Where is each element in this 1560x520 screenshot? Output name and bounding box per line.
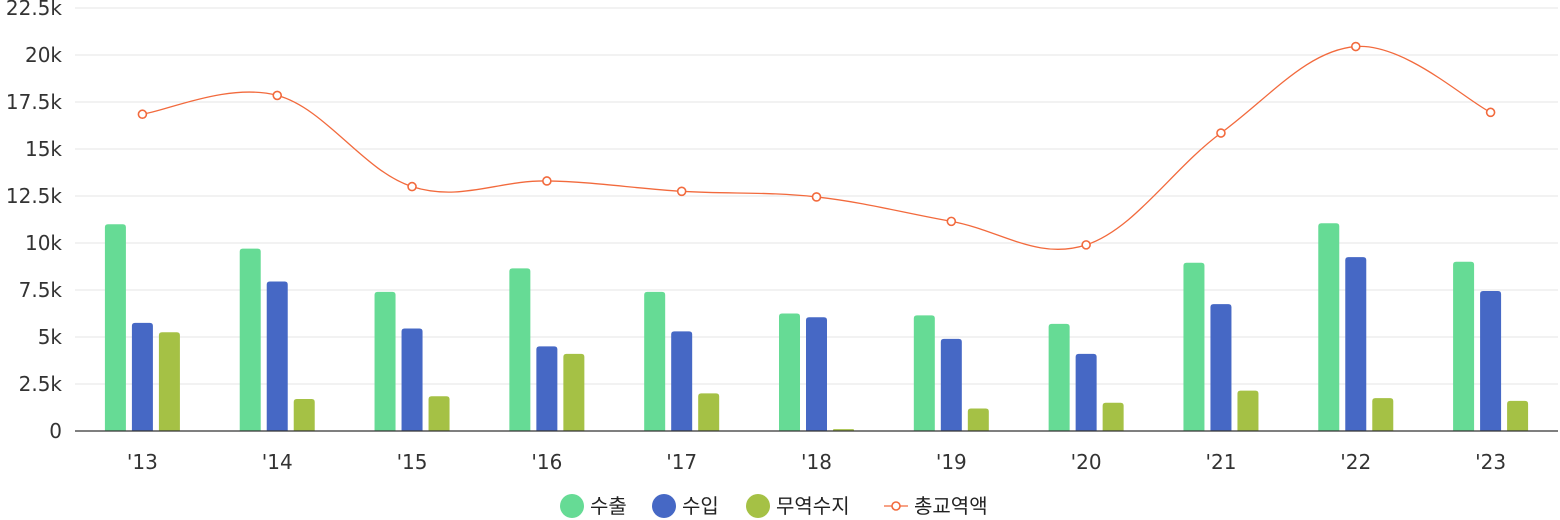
y-tick-label: 2.5k bbox=[19, 372, 63, 396]
bar-3-9 bbox=[1237, 390, 1259, 431]
x-tick-label: '19 bbox=[936, 450, 967, 474]
bar-3-7 bbox=[967, 408, 989, 431]
x-tick-label: '16 bbox=[531, 450, 562, 474]
line-point-1 bbox=[137, 109, 148, 120]
y-tick-label: 7.5k bbox=[19, 278, 63, 302]
y-tick-label: 12.5k bbox=[6, 184, 63, 208]
bar-3-3 bbox=[428, 396, 450, 431]
bar-1-11 bbox=[1453, 261, 1475, 431]
bar-1-8 bbox=[1048, 323, 1070, 431]
legend-item-3[interactable]: 무역수지 bbox=[746, 494, 850, 518]
line-series bbox=[137, 41, 1496, 250]
legend-label: 수출 bbox=[590, 494, 627, 518]
y-tick-label: 20k bbox=[25, 43, 62, 67]
line-point-2 bbox=[272, 90, 283, 101]
legend-swatch bbox=[560, 494, 584, 518]
legend[interactable]: 수출 수입 무역수지 총교역액 bbox=[560, 494, 988, 518]
bar-1-6 bbox=[779, 313, 800, 431]
x-tick-label: '18 bbox=[801, 450, 832, 474]
legend-item-1[interactable]: 수출 bbox=[560, 494, 627, 518]
y-tick-label: 17.5k bbox=[6, 90, 63, 114]
line-point-3 bbox=[407, 181, 417, 192]
bar-2-3 bbox=[401, 328, 423, 431]
legend-label: 수입 bbox=[682, 494, 719, 518]
line-point-10 bbox=[1350, 41, 1361, 52]
x-tick-label: '15 bbox=[397, 450, 428, 474]
bar-1-10 bbox=[1318, 223, 1340, 431]
bar-1-2 bbox=[239, 248, 261, 431]
x-tick-label: '21 bbox=[1205, 450, 1236, 474]
line-point-4 bbox=[542, 176, 552, 186]
y-axis-tick-labels: 0 2.5k 5k 7.5k 10k 12.5k 15k 17.5k 20k 22.5k bbox=[6, 0, 63, 443]
line-point-9 bbox=[1216, 128, 1226, 138]
bar-3-4 bbox=[563, 353, 585, 431]
bar-2-6 bbox=[806, 317, 827, 431]
x-tick-label: '20 bbox=[1071, 450, 1102, 474]
x-tick-label: '14 bbox=[262, 450, 293, 474]
y-tick-label: 15k bbox=[25, 137, 62, 161]
bar-2-1 bbox=[131, 322, 153, 431]
bar-3-10 bbox=[1372, 398, 1394, 431]
legend-item-2[interactable]: 수입 bbox=[652, 494, 719, 518]
bar-2-8 bbox=[1075, 353, 1097, 431]
bar-1-4 bbox=[509, 268, 531, 431]
bar-3-1 bbox=[158, 332, 180, 431]
x-tick-label: '13 bbox=[127, 450, 158, 474]
y-tick-label: 22.5k bbox=[6, 0, 63, 20]
x-tick-label: '22 bbox=[1340, 450, 1371, 474]
line-point-7 bbox=[946, 216, 957, 227]
bar-3-2 bbox=[293, 399, 315, 431]
line-point-5 bbox=[676, 186, 687, 197]
bar-2-2 bbox=[266, 281, 288, 431]
legend-marker bbox=[891, 501, 901, 511]
bar-1-1 bbox=[104, 224, 126, 431]
line-point-8 bbox=[1081, 240, 1091, 250]
bar-2-10 bbox=[1345, 257, 1367, 431]
legend-label: 총교역액 bbox=[914, 494, 988, 518]
total-trade-line bbox=[142, 45, 1491, 250]
bar-1-3 bbox=[374, 291, 396, 431]
y-tick-label: 5k bbox=[38, 325, 63, 349]
legend-swatch bbox=[652, 494, 676, 518]
bar-3-5 bbox=[698, 393, 720, 431]
x-tick-label: '17 bbox=[666, 450, 697, 474]
bar-2-11 bbox=[1480, 290, 1502, 431]
x-tick-label: '23 bbox=[1475, 450, 1506, 474]
bar-1-7 bbox=[913, 315, 935, 431]
bar-series bbox=[104, 223, 1529, 431]
bar-2-7 bbox=[940, 338, 962, 431]
line-point-6 bbox=[811, 192, 822, 202]
line-point-11 bbox=[1485, 107, 1496, 118]
x-axis-tick-labels: '13 '14 '15 '16 '17 '18 '19 '20 '21 '22 '23 bbox=[127, 450, 1506, 474]
y-tick-label: 10k bbox=[25, 231, 62, 255]
bar-2-4 bbox=[536, 346, 558, 431]
bar-3-11 bbox=[1507, 400, 1529, 431]
legend-label: 무역수지 bbox=[776, 494, 850, 518]
bar-1-9 bbox=[1183, 262, 1205, 431]
legend-swatch bbox=[746, 494, 770, 518]
bar-3-8 bbox=[1102, 402, 1124, 431]
legend-item-4[interactable]: 총교역액 bbox=[884, 494, 988, 518]
bar-2-9 bbox=[1210, 304, 1232, 431]
bar-2-5 bbox=[671, 331, 693, 431]
y-tick-label: 0 bbox=[49, 419, 62, 443]
bar-1-5 bbox=[644, 291, 666, 431]
